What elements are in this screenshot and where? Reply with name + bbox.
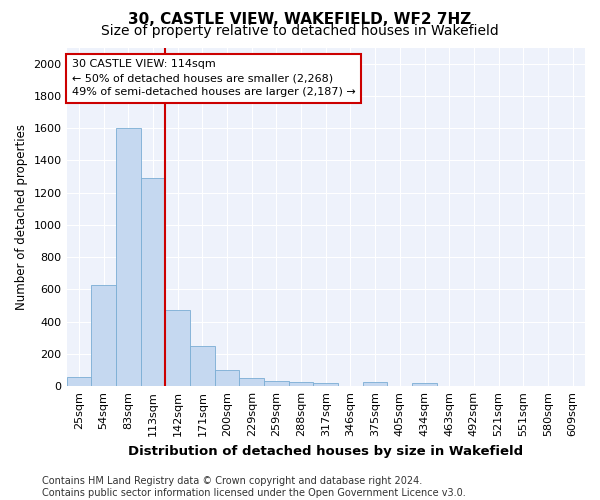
Bar — [91, 284, 116, 386]
Text: 30 CASTLE VIEW: 114sqm
← 50% of detached houses are smaller (2,268)
49% of semi-: 30 CASTLE VIEW: 114sqm ← 50% of detached… — [72, 60, 355, 98]
Bar — [412, 383, 437, 386]
Bar — [239, 378, 264, 386]
Bar — [67, 376, 91, 386]
Bar — [363, 382, 388, 386]
Bar — [313, 383, 338, 386]
Text: Contains HM Land Registry data © Crown copyright and database right 2024.
Contai: Contains HM Land Registry data © Crown c… — [42, 476, 466, 498]
Text: Size of property relative to detached houses in Wakefield: Size of property relative to detached ho… — [101, 24, 499, 38]
Bar — [140, 178, 165, 386]
Bar — [165, 310, 190, 386]
Bar — [116, 128, 140, 386]
Bar — [215, 370, 239, 386]
Y-axis label: Number of detached properties: Number of detached properties — [15, 124, 28, 310]
Bar — [264, 382, 289, 386]
Text: 30, CASTLE VIEW, WAKEFIELD, WF2 7HZ: 30, CASTLE VIEW, WAKEFIELD, WF2 7HZ — [128, 12, 472, 28]
Bar — [289, 382, 313, 386]
X-axis label: Distribution of detached houses by size in Wakefield: Distribution of detached houses by size … — [128, 444, 523, 458]
Bar — [190, 346, 215, 386]
